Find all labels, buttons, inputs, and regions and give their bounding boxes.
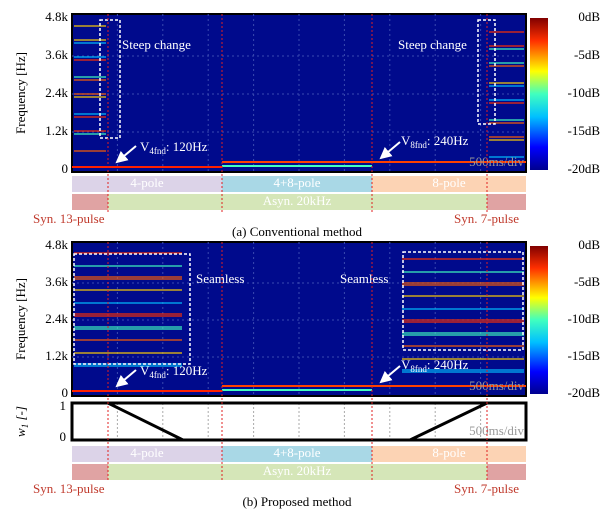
- y-tick-label: 1.2k: [45, 123, 68, 138]
- colorbar-label: 0dB: [578, 9, 600, 24]
- v8-label: V8fnd: 240Hz: [401, 357, 469, 374]
- colorbar-label: -20dB: [568, 161, 601, 176]
- note: Steep change: [398, 37, 467, 52]
- scale: 500ms/div: [469, 423, 524, 438]
- scale: 500ms/div: [469, 154, 524, 169]
- note: Steep change: [122, 37, 191, 52]
- symbol: w: [13, 428, 28, 437]
- subscript: 8fnd: [410, 364, 427, 374]
- subscript: 1: [20, 424, 30, 429]
- arrow: [115, 369, 137, 388]
- carrier-label: Syn. 13-pulse: [33, 481, 105, 496]
- y-tick-label: 1: [60, 398, 67, 413]
- arrow: [115, 145, 137, 164]
- colorbar-label: -15dB: [568, 123, 601, 138]
- y-axis-label: Frequency [Hz]: [13, 278, 28, 360]
- y-tick-label: 4.8k: [45, 9, 68, 24]
- note-box: [99, 19, 121, 139]
- y-tick-label: 2.4k: [45, 311, 68, 326]
- carrier-bar: [487, 464, 526, 480]
- y-tick-label: 3.6k: [45, 274, 68, 289]
- weight-curve: [72, 401, 526, 442]
- symbol: V: [140, 363, 150, 378]
- carrier-label: Asyn. 20kHz: [263, 463, 332, 478]
- carrier-bar: [487, 194, 526, 210]
- note-box: [402, 251, 524, 351]
- colorbar: [530, 246, 548, 394]
- symbol: V: [401, 357, 411, 372]
- subscript: 4fnd: [149, 370, 166, 380]
- note: Seamless: [340, 271, 388, 286]
- colorbar-label: -20dB: [568, 385, 601, 400]
- label-text: : 240Hz: [427, 133, 469, 148]
- y-tick-label: 2.4k: [45, 85, 68, 100]
- carrier-label: Syn. 13-pulse: [33, 211, 105, 226]
- mode-label: 4+8-pole: [273, 445, 320, 460]
- carrier-label: Syn. 7-pulse: [454, 481, 519, 496]
- colorbar-label: -10dB: [568, 85, 601, 100]
- subscript: 8fnd: [410, 140, 427, 150]
- colorbar-label: 0dB: [578, 237, 600, 252]
- arrow: [379, 365, 401, 384]
- v8-label: V8fnd: 240Hz: [401, 133, 469, 150]
- mode-label: 8-pole: [432, 445, 465, 460]
- y-tick-label: 0: [62, 385, 69, 400]
- label-text: : 120Hz: [166, 363, 208, 378]
- colorbar: [530, 18, 548, 170]
- mode-label: 4+8-pole: [273, 175, 320, 190]
- symbol: V: [401, 133, 411, 148]
- label-text: : 120Hz: [166, 139, 208, 154]
- colorbar-label: -10dB: [568, 311, 601, 326]
- caption: (a) Conventional method: [232, 224, 362, 239]
- mode-label: 4-pole: [130, 445, 163, 460]
- y-axis-label: Frequency [Hz]: [13, 52, 28, 134]
- carrier-bar: [108, 194, 487, 210]
- y-tick-label: 3.6k: [45, 47, 68, 62]
- weight-axis-label: w1 [-]: [13, 406, 30, 437]
- mode-label: 8-pole: [432, 175, 465, 190]
- scale: 500ms/div: [469, 378, 524, 393]
- label-text: [-]: [13, 406, 28, 424]
- label-text: : 240Hz: [427, 357, 469, 372]
- y-tick-label: 0: [62, 161, 69, 176]
- carrier-bar: [72, 464, 108, 480]
- mode-bar: [222, 176, 372, 192]
- mode-bar: [72, 446, 222, 462]
- colorbar-label: -5dB: [574, 274, 600, 289]
- v4-label: V4fnd: 120Hz: [140, 363, 208, 380]
- arrow: [379, 141, 401, 160]
- symbol: V: [140, 139, 150, 154]
- caption: (b) Proposed method: [242, 494, 352, 509]
- note-box: [477, 19, 496, 125]
- carrier-bar: [108, 464, 487, 480]
- y-tick-label: 0: [60, 429, 67, 444]
- mode-bar: [222, 446, 372, 462]
- mode-bar: [72, 176, 222, 192]
- colorbar-label: -15dB: [568, 348, 601, 363]
- v4-label: V4fnd: 120Hz: [140, 139, 208, 156]
- colorbar-label: -5dB: [574, 47, 600, 62]
- carrier-bar: [72, 194, 108, 210]
- subscript: 4fnd: [149, 146, 166, 156]
- note: Seamless: [196, 271, 244, 286]
- carrier-label: Asyn. 20kHz: [263, 193, 332, 208]
- y-tick-label: 4.8k: [45, 237, 68, 252]
- y-tick-label: 1.2k: [45, 348, 68, 363]
- note-box: [73, 253, 191, 365]
- carrier-label: Syn. 7-pulse: [454, 211, 519, 226]
- mode-label: 4-pole: [130, 175, 163, 190]
